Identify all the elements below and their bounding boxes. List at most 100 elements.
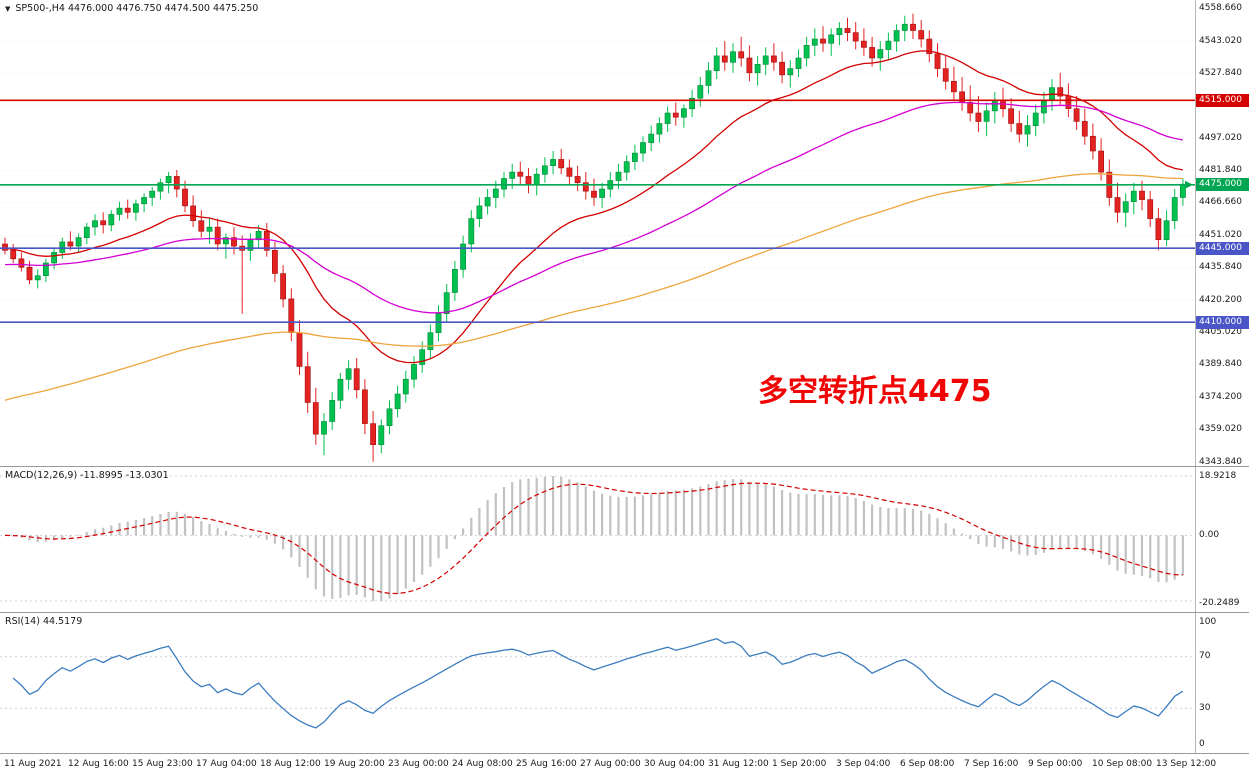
candle bbox=[664, 106, 671, 132]
candle bbox=[828, 28, 835, 56]
candle bbox=[214, 218, 221, 251]
candle bbox=[255, 225, 262, 249]
macd-scale-zero: 0.00 bbox=[1199, 529, 1220, 540]
candle bbox=[640, 136, 646, 162]
price-axis-label: 4558.660 bbox=[1199, 2, 1242, 13]
candle bbox=[599, 182, 605, 209]
rsi-panel: RSI(14) 44.5179 100 70 30 0 bbox=[0, 612, 1249, 753]
candle bbox=[901, 15, 908, 42]
candle bbox=[550, 151, 556, 175]
candle bbox=[574, 165, 581, 192]
candle bbox=[370, 410, 376, 462]
price-chart-panel: ▼ SP500-,H4 4476.000 4476.750 4474.500 4… bbox=[0, 0, 1249, 467]
candle bbox=[157, 178, 164, 200]
candle bbox=[754, 55, 761, 86]
candlestick-chart[interactable] bbox=[0, 0, 1195, 466]
candle bbox=[18, 252, 25, 272]
time-axis-label: 24 Aug 08:00 bbox=[452, 759, 513, 769]
candle bbox=[934, 43, 941, 77]
candle bbox=[51, 248, 57, 270]
price-axis-label: 4466.660 bbox=[1199, 196, 1242, 207]
candle bbox=[1032, 104, 1039, 137]
candle bbox=[672, 102, 679, 126]
candle bbox=[983, 102, 990, 137]
candle bbox=[468, 210, 475, 253]
rsi-axis[interactable]: 100 70 30 0 bbox=[1195, 613, 1249, 753]
candle bbox=[83, 222, 90, 244]
candle bbox=[165, 172, 172, 194]
candle bbox=[623, 155, 630, 181]
candle bbox=[975, 96, 982, 132]
time-axis-label: 25 Aug 16:00 bbox=[516, 759, 577, 769]
rsi-scale-label: 70 bbox=[1199, 651, 1211, 662]
candle bbox=[517, 161, 524, 185]
candle bbox=[1130, 182, 1137, 215]
candle bbox=[10, 244, 17, 263]
candle bbox=[959, 77, 965, 111]
price-axis[interactable]: 4558.6604543.0204527.8404512.6604497.020… bbox=[1195, 0, 1249, 467]
candle bbox=[1057, 72, 1064, 105]
candle bbox=[92, 214, 98, 236]
candle bbox=[541, 157, 548, 183]
candle bbox=[811, 28, 818, 56]
time-axis-label: 13 Sep 12:00 bbox=[1156, 759, 1217, 769]
chart-header: ▼ SP500-,H4 4476.000 4476.750 4474.500 4… bbox=[5, 3, 258, 14]
candle bbox=[173, 170, 180, 198]
candle bbox=[713, 47, 720, 80]
collapse-icon[interactable]: ▼ bbox=[5, 4, 11, 13]
candle bbox=[566, 159, 573, 185]
rsi-scale-label: 30 bbox=[1199, 702, 1211, 713]
candle bbox=[558, 148, 565, 175]
time-axis-label: 27 Aug 00:00 bbox=[580, 759, 641, 769]
candle bbox=[705, 62, 712, 94]
price-badge: 4515.000 bbox=[1196, 93, 1249, 107]
candle bbox=[852, 22, 859, 50]
macd-panel: MACD(12,26,9) -11.8995 -13.0301 18.9218 0… bbox=[0, 466, 1249, 612]
candle bbox=[803, 36, 810, 67]
candle bbox=[631, 144, 638, 170]
price-badge: 4445.000 bbox=[1196, 241, 1249, 255]
candle bbox=[910, 13, 916, 39]
candle bbox=[1155, 208, 1162, 251]
candle bbox=[1090, 123, 1096, 160]
candle bbox=[460, 235, 466, 278]
candle bbox=[738, 36, 745, 67]
time-axis-label: 3 Sep 04:00 bbox=[836, 759, 891, 769]
time-axis[interactable]: 11 Aug 2021 12 Aug 16:00 15 Aug 23:00 17 Au… bbox=[0, 753, 1249, 777]
candle bbox=[329, 391, 336, 430]
rsi-scale-label: 0 bbox=[1199, 739, 1205, 749]
candle bbox=[582, 172, 589, 200]
price-axis-label: 4543.020 bbox=[1199, 35, 1242, 46]
candle bbox=[75, 233, 82, 253]
macd-axis[interactable]: 18.9218 0.00 -20.2489 bbox=[1195, 467, 1249, 612]
candle bbox=[1106, 159, 1113, 206]
time-axis-label: 30 Aug 04:00 bbox=[644, 759, 705, 769]
candle bbox=[746, 45, 753, 82]
price-axis-label: 4451.020 bbox=[1199, 230, 1242, 240]
time-axis-label: 6 Sep 08:00 bbox=[900, 759, 955, 769]
macd-chart[interactable] bbox=[0, 467, 1195, 612]
candle bbox=[100, 212, 107, 234]
price-axis-label: 4420.200 bbox=[1199, 295, 1242, 306]
candle bbox=[484, 189, 491, 215]
price-badge: 4475.000 bbox=[1196, 178, 1249, 192]
candle bbox=[877, 41, 884, 71]
candle bbox=[918, 20, 925, 48]
candle bbox=[869, 36, 875, 67]
candle bbox=[1073, 96, 1080, 130]
candle bbox=[836, 22, 843, 46]
candle bbox=[198, 210, 205, 238]
candle bbox=[885, 32, 892, 61]
candle bbox=[860, 28, 867, 56]
candle bbox=[378, 419, 385, 454]
candle bbox=[231, 227, 237, 255]
candle bbox=[1016, 110, 1023, 143]
time-axis-label: 15 Aug 23:00 bbox=[132, 759, 193, 769]
candle bbox=[133, 199, 139, 221]
candle bbox=[1171, 189, 1178, 230]
candle bbox=[689, 89, 695, 118]
rsi-scale-label: 100 bbox=[1199, 617, 1217, 627]
candle bbox=[1147, 191, 1154, 228]
candle bbox=[991, 91, 998, 124]
rsi-chart[interactable] bbox=[0, 613, 1195, 753]
